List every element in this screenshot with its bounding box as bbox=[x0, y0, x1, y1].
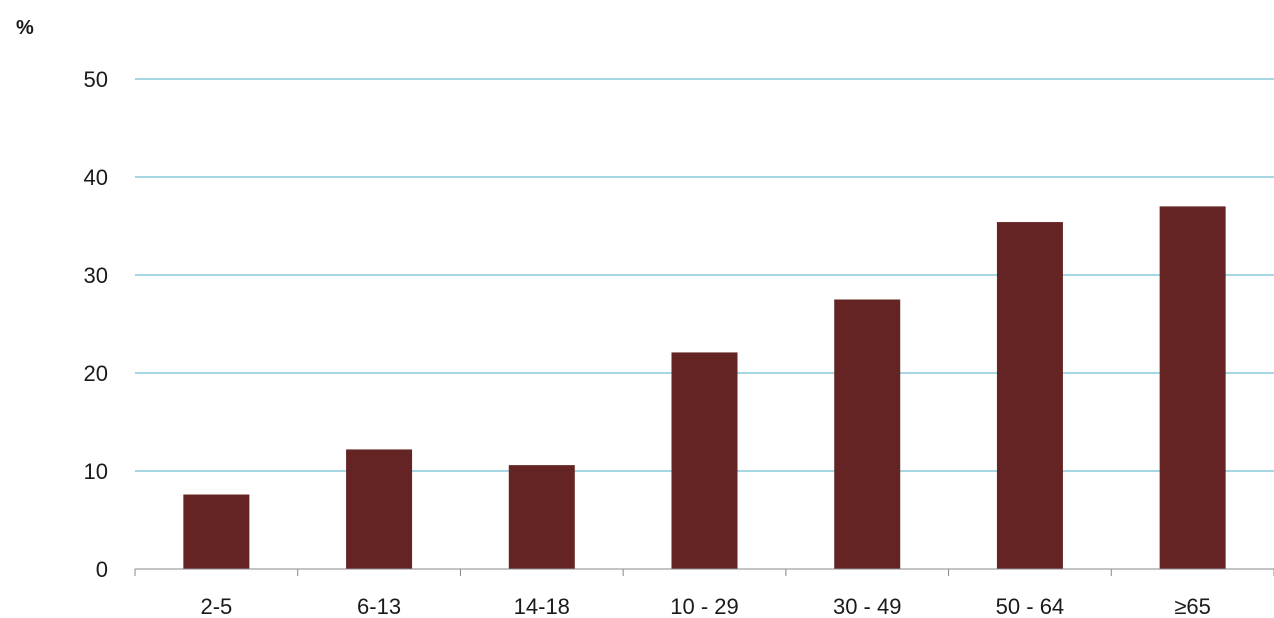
x-tick-label: 50 - 64 bbox=[996, 594, 1065, 618]
x-tick-label: 2-5 bbox=[200, 594, 232, 618]
y-tick-label: 10 bbox=[84, 459, 108, 484]
x-axis bbox=[134, 568, 1274, 576]
bars bbox=[183, 206, 1226, 569]
x-tick-label: 6-13 bbox=[357, 594, 401, 618]
x-tick-label: 10 - 29 bbox=[670, 594, 739, 618]
bar bbox=[996, 222, 1063, 569]
bar bbox=[834, 299, 901, 569]
y-unit-label: % bbox=[16, 17, 34, 39]
x-tick-label: ≥65 bbox=[1174, 594, 1211, 618]
bar bbox=[346, 449, 413, 569]
y-tick-label: 40 bbox=[84, 165, 108, 190]
bar bbox=[183, 494, 250, 569]
y-tick-label: 0 bbox=[96, 557, 108, 582]
bar bbox=[671, 352, 738, 569]
y-tick-label: 30 bbox=[84, 263, 108, 288]
y-tick-label: 50 bbox=[84, 67, 108, 92]
x-tick-labels: 2-5 6-13 14-18 10 - 29 30 - 49 50 - 64 ≥65 bbox=[200, 594, 1210, 618]
x-tick-label: 14-18 bbox=[514, 594, 570, 618]
bar bbox=[1159, 206, 1226, 569]
y-tick-labels: 0 10 20 30 40 50 bbox=[84, 67, 108, 582]
y-tick-label: 20 bbox=[84, 361, 108, 386]
x-tick-label: 30 - 49 bbox=[833, 594, 902, 618]
bar bbox=[508, 465, 575, 569]
gridlines bbox=[135, 78, 1274, 472]
